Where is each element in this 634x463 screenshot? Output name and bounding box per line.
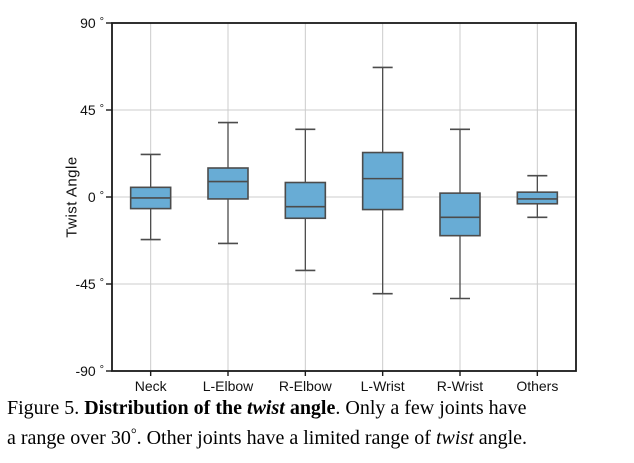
boxplot-canvas: -90 ° -45 ° 0 ° 45 ° 90 ° Neck L-Elbow R-Elbow L…: [75, 15, 577, 394]
caption-bold-text: Distribution of the: [84, 397, 248, 419]
boxplot-r-elbow: [284, 128, 327, 272]
caption-text-line2: a range over 30: [7, 427, 131, 449]
y-tick-label: 90 °: [80, 15, 104, 31]
x-tick-label-l-elbow: L-Elbow: [203, 378, 254, 394]
y-tick-label: -45 °: [75, 276, 104, 292]
iqr-box: [439, 192, 481, 237]
caption-text-2: . Other joints have a limited range of: [136, 427, 436, 449]
boxplot-l-elbow: [207, 121, 249, 245]
boxplot-l-wrist: [361, 66, 404, 295]
iqr-box: [516, 191, 559, 205]
x-tick-label-r-elbow: R-Elbow: [279, 378, 333, 394]
x-tick-label-neck: Neck: [135, 378, 168, 394]
figure-caption: Figure 5. Distribution of the twist angl…: [7, 393, 629, 453]
iqr-box: [361, 151, 404, 211]
caption-text-end: angle.: [473, 427, 528, 449]
boxplot-others: [516, 174, 559, 219]
caption-italic-twist: twist: [435, 427, 474, 449]
y-axis-title: Twist Angle: [63, 156, 81, 238]
caption-text: . Only a few joints have: [335, 397, 527, 419]
iqr-box: [284, 181, 327, 220]
x-tick-label-others: Others: [516, 378, 558, 394]
iqr-box: [207, 167, 249, 200]
y-tick-label: 45 °: [80, 102, 104, 118]
x-tick-label-r-wrist: R-Wrist: [437, 378, 484, 394]
caption-bold-italic-twist: twist: [247, 397, 285, 419]
degree-symbol: °: [130, 426, 137, 443]
caption-bold-angle: angle: [284, 397, 336, 419]
y-tick-label: -90 °: [75, 363, 104, 379]
x-tick-label-l-wrist: L-Wrist: [361, 378, 405, 394]
boxplot-neck: [129, 153, 172, 241]
y-tick-label: 0 °: [88, 189, 104, 205]
boxplot-r-wrist: [439, 128, 481, 300]
caption-figure-label: Figure 5.: [7, 397, 85, 419]
boxplot-chart: -90 ° -45 ° 0 ° 45 ° 90 ° Neck L-Elbow R-Elbow L…: [63, 15, 577, 394]
